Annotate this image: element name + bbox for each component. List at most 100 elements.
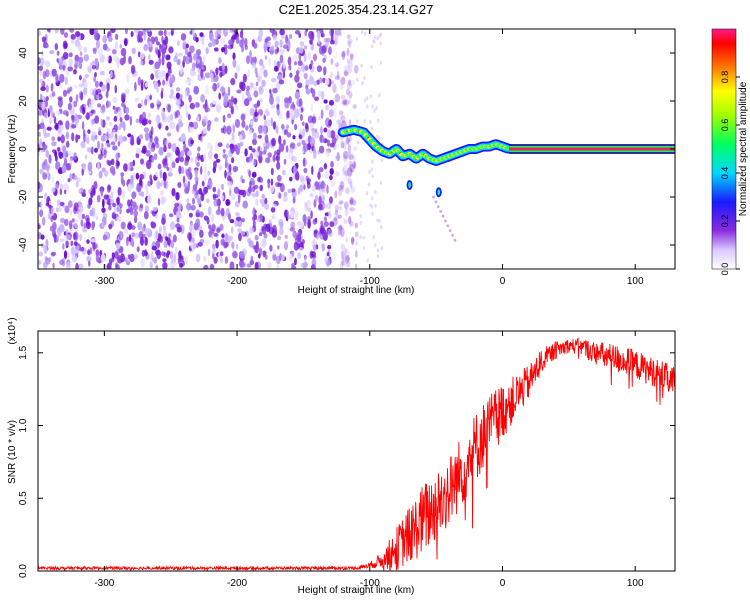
noise-blob [184,90,188,99]
noise-blob [370,167,373,172]
noise-blob [261,126,267,135]
noise-blob [282,44,288,49]
noise-blob [136,246,140,253]
noise-blob [171,143,177,153]
noise-blob [329,196,333,204]
noise-blob [129,253,135,263]
noise-blob [374,243,377,248]
noise-blob [246,55,250,64]
noise-blob [253,103,259,109]
noise-blob [45,257,51,265]
noise-blob [119,57,125,66]
noise-blob [227,113,232,119]
noise-blob [294,74,300,83]
noise-blob [216,29,222,37]
noise-blob [75,134,79,143]
noise-blob [93,29,99,34]
noise-blob [220,86,226,93]
noise-blob [279,54,284,64]
signal-track [337,124,675,242]
noise-blob [135,118,140,124]
noise-blob [155,264,159,269]
snr-y-label: SNR (10 * v/v) [7,420,18,484]
noise-blob [302,128,305,138]
noise-blob [145,250,148,257]
noise-blob [248,145,253,151]
noise-blob [184,47,189,56]
noise-blob [344,161,349,166]
noise-blob [102,35,107,44]
noise-blob [156,99,160,105]
noise-blob [88,103,93,111]
noise-blob [54,29,59,34]
noise-blob [197,146,201,152]
noise-blob [261,193,266,199]
spectrogram-y-label: Frequency (Hz) [7,115,18,184]
noise-blob [178,250,182,259]
noise-blob [38,131,41,137]
noise-blob [155,114,161,124]
noise-blob [212,194,219,199]
noise-blob [143,43,149,52]
noise-blob [275,155,279,161]
noise-blob [259,150,263,157]
noise-blob [328,99,335,106]
noise-blob [96,88,102,94]
noise-blob [311,127,315,137]
noise-blob [201,180,205,187]
noise-blob [320,109,324,119]
noise-blob [162,161,169,169]
noise-blob [292,54,298,63]
noise-blob [257,134,263,139]
noise-blob [350,186,356,193]
noise-blob [270,167,274,176]
noise-blob [206,120,212,126]
noise-blob [291,188,296,193]
noise-blob [340,94,346,100]
noise-blob [120,92,127,99]
noise-blob [232,124,236,133]
noise-blob [97,140,100,150]
noise-blob [163,145,167,153]
noise-blob [212,77,218,82]
noise-blob [78,83,84,88]
noise-blob [44,192,48,200]
noise-blob [79,75,82,81]
noise-blob [337,120,341,126]
noise-blob [299,175,305,183]
noise-blob [152,207,158,212]
noise-blob [92,243,98,250]
noise-blob [348,58,354,64]
noise-blob [51,136,55,142]
noise-blob [373,108,376,113]
noise-blob [371,104,374,109]
colorbar: 0.0 0.2 0.4 0.6 0.8 Normalized spectral ampl… [711,28,749,275]
noise-blob [124,227,129,234]
noise-blob [239,81,243,90]
noise-blob [58,151,64,159]
noise-blob [50,207,55,216]
noise-blob [295,70,300,76]
noise-blob [45,149,49,158]
noise-blob [192,184,198,192]
noise-blob [84,154,88,160]
noise-blob [100,135,106,142]
noise-blob [322,57,326,63]
noise-blob [323,203,327,208]
noise-blob [239,134,243,142]
noise-blob [332,252,337,261]
signal-tail-dot [453,238,457,242]
noise-blob [68,220,73,230]
noise-blob [307,207,312,212]
noise-blob [209,32,214,42]
noise-blob [76,62,81,67]
noise-blob [235,216,242,222]
noise-blob [349,196,354,206]
noise-blob [288,33,293,40]
noise-blob [51,68,57,77]
noise-blob [75,180,79,188]
noise-blob [278,143,285,153]
noise-blob [107,185,112,191]
noise-blob [147,141,152,149]
noise-blob [250,121,254,126]
